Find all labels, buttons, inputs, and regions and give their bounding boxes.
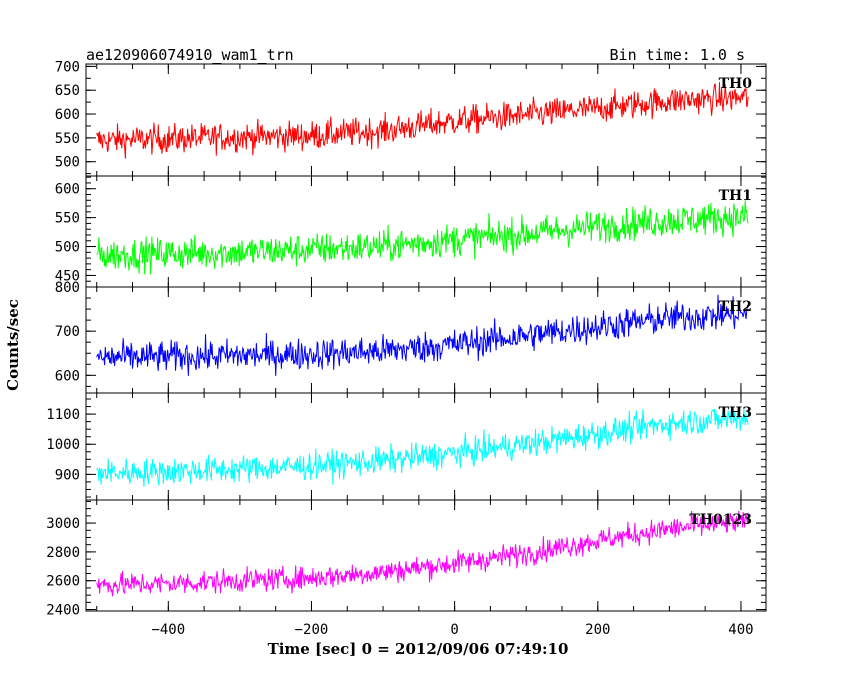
panel-label-th0: TH0 (719, 76, 753, 92)
x-tick-label: −400 (151, 622, 185, 638)
y-tick-label-th0: 650 (55, 83, 80, 99)
y-tick-label-th3: 900 (55, 467, 80, 483)
y-tick-label-th0: 600 (55, 107, 80, 123)
y-tick-label-th0: 550 (55, 131, 80, 147)
y-tick-label-th1: 550 (55, 211, 80, 227)
series-line-th0123 (96, 510, 749, 597)
y-tick-label-th0123: 2600 (46, 574, 80, 590)
x-tick-label: −200 (295, 622, 329, 638)
x-tick-label: 200 (585, 622, 610, 638)
panels-group: 500 550 600 650 700 TH0 450 500 550 600 TH1 600 700 8… (46, 59, 767, 638)
series-line-th3 (96, 408, 749, 487)
y-tick-label-th1: 500 (55, 240, 80, 256)
panel-label-th3: TH3 (719, 405, 752, 421)
x-tick-label: 400 (728, 622, 753, 638)
panel-label-th2: TH2 (719, 299, 752, 315)
y-tick-label-th2: 600 (55, 368, 80, 384)
y-tick-label-th0123: 2400 (46, 603, 80, 619)
series-line-th2 (96, 294, 749, 376)
y-tick-label-th3: 1100 (46, 407, 80, 423)
y-tick-label-th0123: 3000 (46, 516, 80, 532)
figure-title: ae120906074910_wam1_trn (86, 46, 294, 64)
y-tick-label-th0: 500 (55, 155, 80, 171)
y-tick-label-th2: 700 (55, 324, 80, 340)
panel-label-th0123: TH0123 (689, 512, 752, 528)
y-tick-label-th2: 800 (55, 280, 80, 296)
series-line-th1 (96, 200, 749, 275)
panel-frame-th0123 (85, 499, 767, 612)
y-tick-label-th0: 700 (55, 59, 80, 75)
y-tick-label-th0123: 2800 (46, 545, 80, 561)
x-axis-label: Time [sec] 0 = 2012/09/06 07:49:10 (268, 640, 569, 658)
panel-frame-th1 (85, 175, 767, 288)
y-axis-label: Counts/sec (4, 299, 22, 391)
x-tick-label: 0 (450, 622, 458, 638)
y-tick-label-th1: 450 (55, 268, 80, 284)
y-tick-label-th3: 1000 (46, 437, 80, 453)
bin-time-label: Bin time: 1.0 s (610, 46, 745, 64)
y-tick-label-th1: 600 (55, 182, 80, 198)
panel-label-th1: TH1 (719, 188, 752, 204)
series-line-th0 (96, 82, 749, 159)
